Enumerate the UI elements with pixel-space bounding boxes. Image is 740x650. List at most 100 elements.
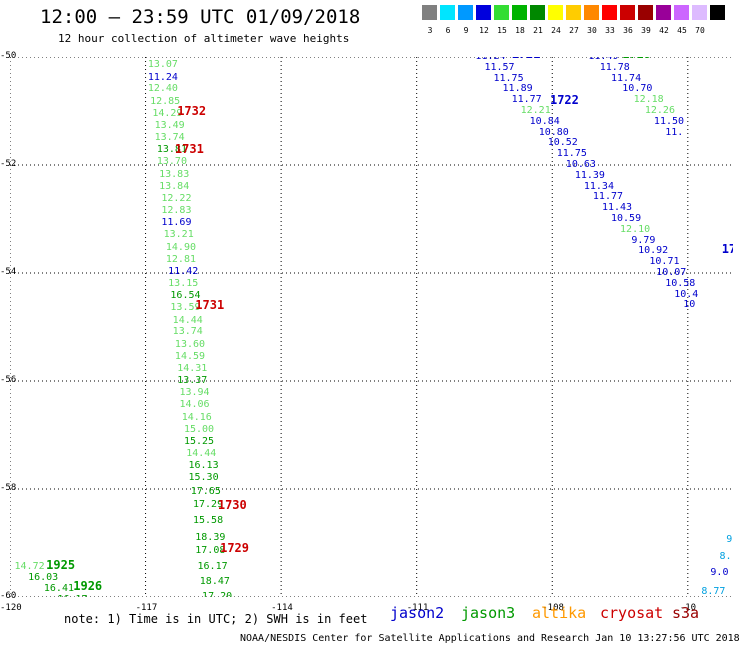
wave-height-value: 11.49: [588, 57, 618, 62]
wave-height-value: 8.77: [701, 585, 726, 597]
latitude-label: -58: [0, 483, 17, 493]
pass-time-label: 17: [721, 241, 733, 256]
pass-time-label: 1730: [217, 498, 247, 513]
wave-height-value: 16.17: [57, 594, 87, 597]
footer-credit: NOAA/NESDIS Center for Satellite Applica…: [240, 633, 740, 644]
wave-height-value: 10.71: [649, 256, 680, 268]
wave-height-value: 12.22: [161, 193, 192, 205]
scale-swatch: [440, 5, 455, 20]
wave-height-value: 11.74: [610, 72, 642, 84]
wave-height-value: 11.78: [599, 61, 630, 73]
wave-height-value: 11.24: [147, 71, 178, 83]
wave-height-value: 10.07: [656, 267, 687, 278]
scale-label: 45: [677, 26, 687, 35]
wave-height-value: 18.39: [195, 531, 226, 543]
pass-time-label: 1729: [220, 541, 250, 556]
longitude-label: -10: [679, 603, 697, 613]
pass-time-label: 1925: [46, 557, 76, 572]
footer-note: note: 1) Time is in UTC; 2) SWH is in fe…: [64, 612, 368, 626]
wave-height-value: 12.10: [620, 223, 651, 235]
wave-height-value: 14.16: [181, 411, 212, 423]
wave-height-value: 10: [683, 299, 696, 311]
legend-jason2: jason2: [390, 604, 445, 622]
scale-label: 9: [463, 26, 469, 35]
scale-swatch: [530, 5, 545, 20]
wave-height-value: 13.49: [154, 120, 185, 132]
pass-time-label: 1731: [195, 298, 225, 313]
wave-height-value: 10.70: [622, 83, 653, 95]
wave-height-value: 13.81: [156, 144, 187, 156]
scale-label: 3: [427, 26, 433, 35]
wave-height-value: 16.13: [188, 460, 219, 472]
wave-height-value: 9.0: [710, 566, 729, 578]
scale-swatch: [584, 5, 599, 20]
wave-height-value: 10.84: [529, 115, 560, 127]
scale-swatch: [548, 5, 563, 20]
scale-label: 33: [605, 26, 615, 35]
wave-height-value: 13.60: [174, 338, 206, 350]
wave-height-value: 12.21: [520, 105, 551, 116]
wave-height-value: 12.81: [165, 253, 196, 265]
wave-height-value: 11.50: [653, 115, 685, 127]
legend-altika: altika: [532, 604, 587, 622]
scale-label: 30: [587, 26, 597, 35]
wave-height-value: 17.65: [190, 485, 221, 497]
wave-height-value: 14.44: [172, 314, 203, 326]
scale-label: 24: [551, 26, 561, 35]
scale-swatch: [422, 5, 437, 20]
wave-height-value: 13.70: [156, 156, 187, 168]
legend-cryosat: cryosat: [600, 604, 664, 622]
wave-height-value: 11.57: [484, 61, 515, 73]
wave-height-value: 12.18: [633, 94, 664, 106]
wave-height-value: 8.: [719, 550, 732, 562]
wave-height-value: 14.06: [179, 399, 210, 411]
scale-label: 12: [479, 26, 489, 35]
wave-height-value: 11.43: [601, 202, 633, 214]
scale-swatch: [512, 5, 527, 20]
wave-height-value: 11.77: [511, 94, 542, 106]
wave-height-value: 13.15: [168, 277, 199, 289]
scale-label: 42: [659, 26, 669, 35]
scale-swatch: [656, 5, 671, 20]
wave-height-value: 14.44: [186, 447, 217, 459]
wave-height-value: 9: [726, 534, 733, 546]
scale-label: 36: [623, 26, 633, 35]
scale-swatch: [710, 5, 725, 20]
legend-s3a: s3a: [672, 604, 700, 622]
scale-label: 27: [569, 26, 579, 35]
wave-height-value: 11.42: [168, 265, 199, 277]
pass-time-label: 1926: [73, 579, 103, 594]
wave-height-value: 17.29: [193, 499, 224, 511]
wave-height-value: 16.54: [170, 290, 201, 302]
wave-height-value: 13.83: [159, 168, 190, 180]
map-panel: 13.07 11.24 12.40 12.85 14.29 13.49 13.74 13.81…: [10, 57, 733, 597]
wave-height-value: 14.59: [174, 350, 206, 362]
wave-height-value: 10.80: [538, 126, 569, 138]
wave-height-value: 14.90: [165, 241, 196, 253]
scale-swatch: [638, 5, 653, 20]
latitude-label: -50: [0, 51, 17, 61]
wave-height-value: 13.37: [177, 375, 208, 386]
wave-height-value: 16.03: [28, 572, 59, 584]
latitude-label: -56: [0, 375, 17, 385]
wave-height-value: 11.69: [161, 217, 192, 229]
wave-height-value: 13.21: [163, 229, 194, 241]
wave-height-value: 11.: [665, 126, 684, 138]
wave-height-value: 17.20: [202, 591, 233, 598]
wave-height-value: 10.92: [638, 245, 669, 257]
wave-height-value: 16.41: [43, 582, 74, 594]
wave-height-value: 15.30: [188, 472, 219, 484]
wave-height-value: 15.25: [183, 436, 215, 448]
scale-swatch: [566, 5, 581, 20]
scale-label: 70: [695, 26, 705, 35]
pass-time-label: 1721: [512, 57, 541, 60]
scale-swatch: [458, 5, 473, 20]
wave-height-value: 11.75: [556, 148, 587, 160]
wave-height-value: 12.85: [150, 95, 181, 107]
wave-height-value: 17.08: [195, 545, 226, 557]
wave-height-value: 10.58: [665, 277, 696, 289]
scale-label: 6: [445, 26, 451, 35]
pass-time-label: 1722: [549, 93, 579, 108]
pass-time-label: 1729: [622, 57, 651, 60]
wave-height-value: 14.31: [177, 363, 208, 375]
